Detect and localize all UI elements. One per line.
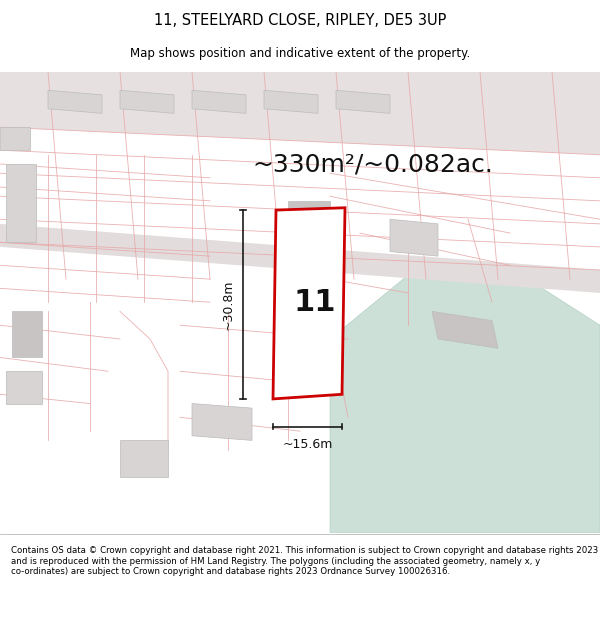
Polygon shape (192, 90, 246, 113)
Text: Map shows position and indicative extent of the property.: Map shows position and indicative extent… (130, 48, 470, 61)
Polygon shape (432, 311, 498, 348)
Polygon shape (273, 208, 345, 399)
Polygon shape (0, 72, 600, 155)
Polygon shape (0, 224, 600, 293)
Polygon shape (288, 201, 330, 233)
Polygon shape (48, 90, 102, 113)
Text: ~15.6m: ~15.6m (283, 439, 332, 451)
Text: Contains OS data © Crown copyright and database right 2021. This information is : Contains OS data © Crown copyright and d… (11, 546, 598, 576)
Text: 11: 11 (294, 288, 336, 318)
Polygon shape (336, 90, 390, 113)
Polygon shape (12, 311, 42, 358)
Text: 11, STEELYARD CLOSE, RIPLEY, DE5 3UP: 11, STEELYARD CLOSE, RIPLEY, DE5 3UP (154, 12, 446, 28)
Polygon shape (192, 404, 252, 441)
Polygon shape (0, 127, 30, 150)
Polygon shape (264, 90, 318, 113)
Polygon shape (120, 90, 174, 113)
Polygon shape (330, 266, 600, 532)
Polygon shape (6, 164, 36, 242)
Polygon shape (120, 441, 168, 478)
Text: ~30.8m: ~30.8m (221, 279, 235, 330)
Text: ~330m²/~0.082ac.: ~330m²/~0.082ac. (252, 152, 493, 176)
Polygon shape (390, 219, 438, 256)
Polygon shape (6, 371, 42, 404)
